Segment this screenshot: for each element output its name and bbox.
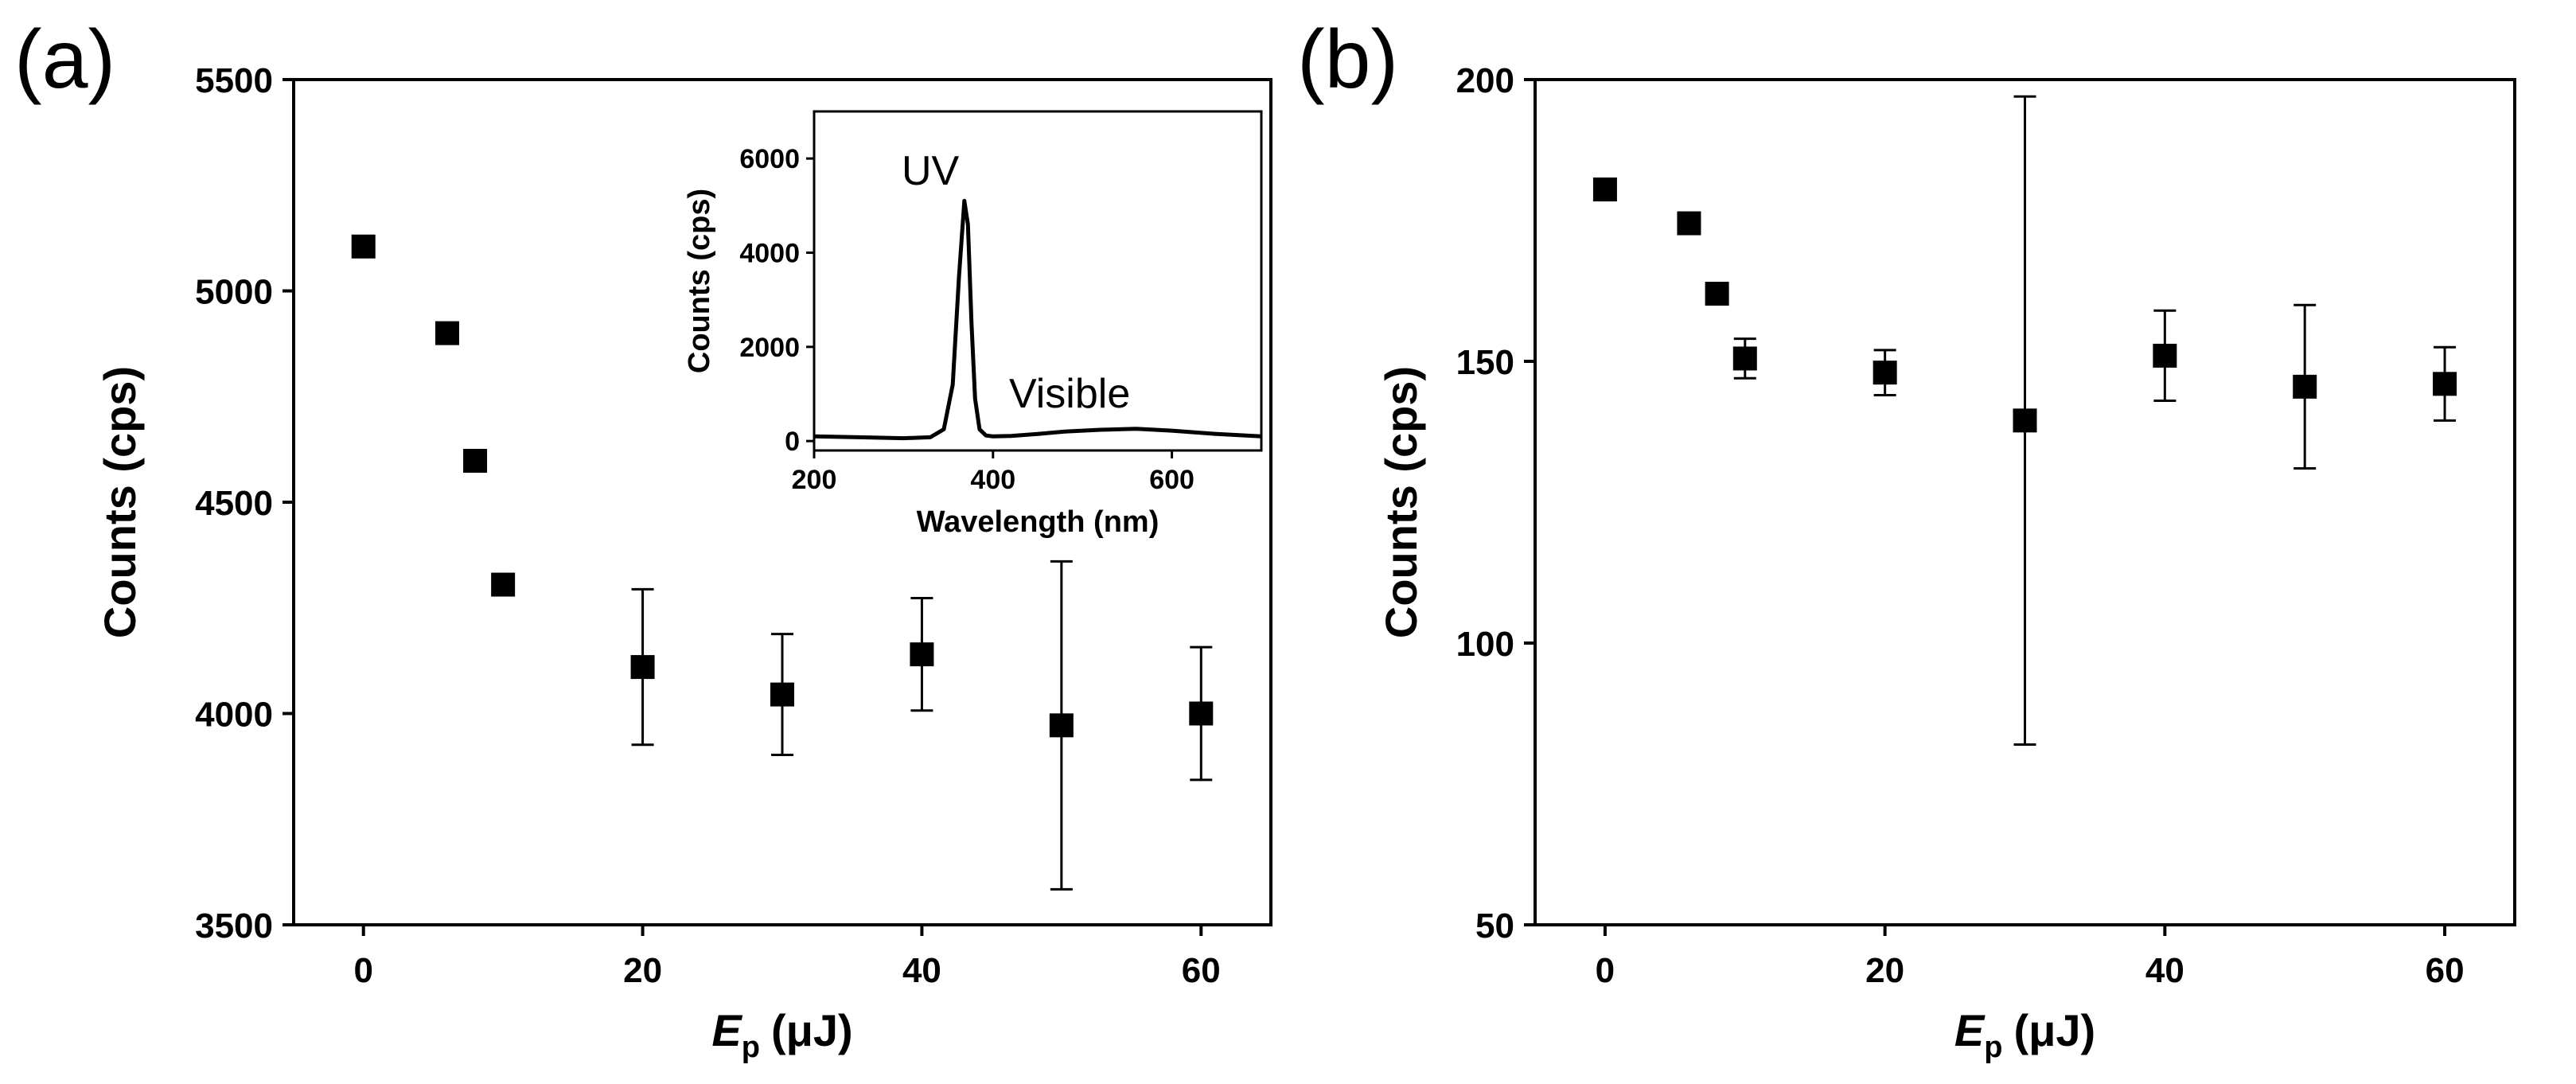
inset-annotation-uv: UV [902, 148, 960, 194]
x-tick-label: 40 [2145, 951, 2184, 990]
inset-x-tick-label: 200 [792, 465, 837, 495]
y-tick-label: 50 [1475, 907, 1514, 946]
x-tick-label: 40 [902, 951, 941, 990]
y-axis-title: Counts (cps) [1376, 366, 1426, 638]
x-axis-title-subscript: p [1984, 1031, 2002, 1064]
x-tick-label: 60 [2426, 951, 2465, 990]
data-point [435, 321, 459, 345]
y-tick-label: 4000 [195, 696, 273, 735]
data-point [1189, 701, 1214, 726]
x-axis-title: Ep (μJ) [711, 1005, 852, 1064]
data-point [463, 448, 488, 473]
y-tick-label: 150 [1456, 343, 1514, 382]
x-tick-label: 0 [353, 951, 372, 990]
inset-x-tick-label: 400 [970, 465, 1015, 495]
data-point [1049, 713, 1074, 738]
data-point [2013, 408, 2037, 433]
y-tick-label: 5500 [195, 61, 273, 100]
data-point [1592, 177, 1617, 202]
inset-annotation-visible: Visible [1009, 371, 1130, 417]
x-axis-title-unit: (μJ) [771, 1005, 853, 1055]
inset-y-tick-label: 4000 [739, 239, 800, 269]
inset-y-tick-label: 2000 [739, 333, 800, 363]
data-point [910, 642, 934, 667]
inset-y-tick-label: 0 [785, 427, 800, 457]
x-axis-title-symbol: E [1954, 1005, 1986, 1055]
x-tick-label: 20 [1865, 951, 1904, 990]
y-tick-label: 200 [1456, 61, 1514, 100]
y-tick-label: 4500 [195, 484, 273, 523]
x-axis-title-subscript: p [742, 1031, 760, 1064]
data-point [630, 655, 655, 680]
inset-spectrum-line [813, 198, 1262, 441]
y-axis-title: Counts (cps) [95, 366, 145, 638]
data-point [1873, 361, 1897, 385]
x-axis-title: Ep (μJ) [1954, 1005, 2095, 1064]
data-point [491, 572, 516, 597]
x-tick-label: 0 [1596, 951, 1615, 990]
data-point [2153, 343, 2177, 368]
data-point [2433, 372, 2457, 396]
x-axis-title-symbol: E [711, 1005, 742, 1055]
x-tick-label: 20 [623, 951, 662, 990]
inset-y-tick-label: 6000 [739, 144, 800, 174]
y-tick-label: 5000 [195, 273, 273, 312]
panel-label: (b) [1297, 14, 1398, 106]
inset-y-axis-title: Counts (cps) [683, 189, 716, 373]
data-point [770, 682, 794, 707]
inset-x-axis-title: Wavelength (nm) [917, 505, 1159, 539]
x-axis-title-unit: (μJ) [2013, 1005, 2095, 1055]
data-point [351, 234, 376, 259]
panel-label: (a) [14, 14, 115, 106]
x-tick-label: 60 [1182, 951, 1221, 990]
data-point [1732, 346, 1757, 371]
y-tick-label: 100 [1456, 625, 1514, 664]
data-point [1677, 211, 1701, 236]
plot-frame [292, 78, 1272, 926]
inset-x-tick-label: 600 [1149, 465, 1194, 495]
inset-frame [813, 110, 1263, 452]
data-point [1705, 282, 1729, 306]
y-tick-label: 3500 [195, 907, 273, 946]
plot-frame [1534, 78, 2516, 926]
data-point [2293, 374, 2317, 399]
panel-b: 0 20 40 60 50 100 150 200 Counts (cps) Ep (μJ) (b) [1297, 14, 2516, 1064]
